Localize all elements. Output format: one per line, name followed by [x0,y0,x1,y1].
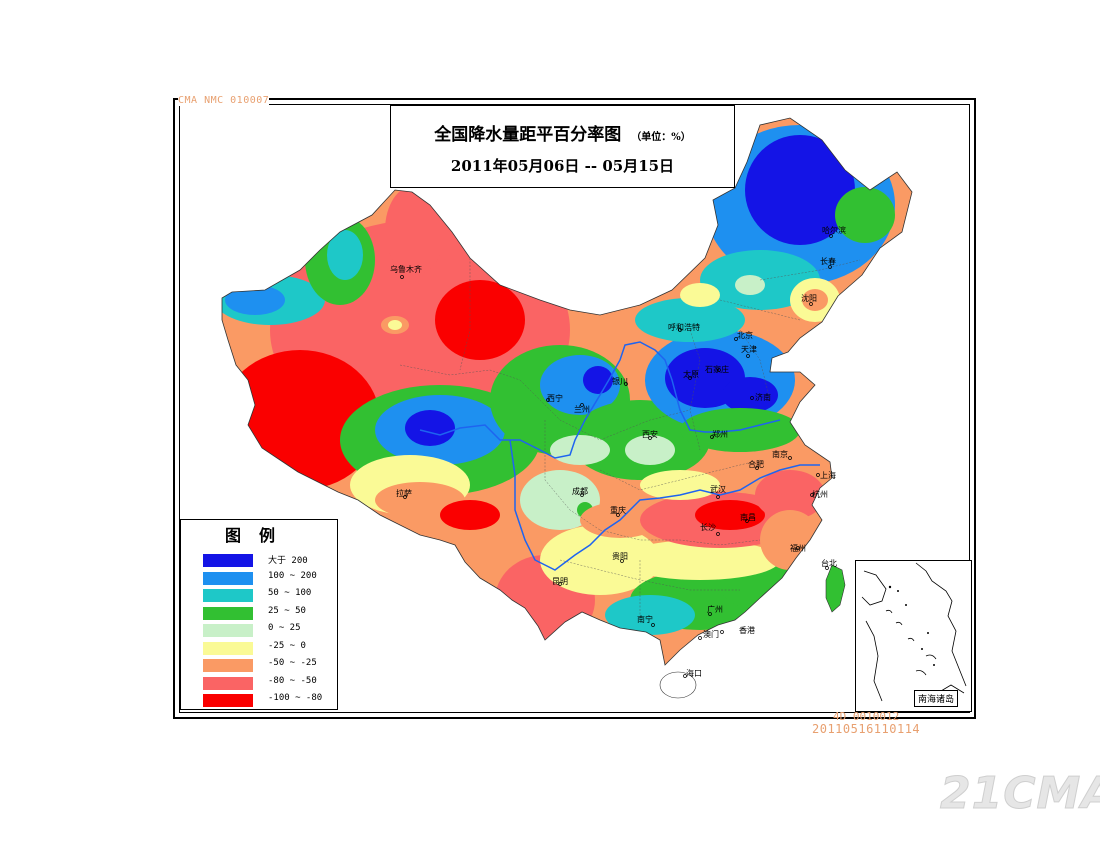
legend-label: 25 ~ 50 [268,605,306,616]
city-changsha: 长沙 [700,522,716,532]
map-unit: （单位：%） [631,132,691,143]
legend-swatch [203,641,253,655]
stamp-bottom-timestamp: 20110516110114 [812,722,921,736]
south-china-sea-islands-label: 南海诸岛 [914,690,959,707]
legend: 图例 大于 200 100 ~ 200 50 ~ 100 25 ~ 50 0 ~ 25 -… [180,519,338,710]
city-xining: 西宁 [547,393,563,403]
city-fuzhou: 福州 [790,544,806,553]
legend-swatch [203,606,253,620]
city-kunming: 昆明 [552,577,568,586]
city-guiyang: 贵阳 [612,551,628,561]
legend-label: 50 ~ 100 [268,588,312,598]
legend-swatch [203,676,253,690]
legend-label: -50 ~ -25 [268,658,317,668]
city-shenyang: 沈阳 [801,293,817,303]
city-beijing: 北京 [737,330,753,340]
map-date-range: 2011年05月06日 -- 05月15日 [450,157,675,175]
legend-swatch [203,571,253,585]
south-china-sea-inset-map [861,562,967,702]
city-tianjin: 天津 [741,344,757,354]
city-changchun: 长春 [820,256,836,266]
legend-swatch [203,624,253,637]
map-title-line: 全国降水量距平百分率图 （单位：%） [391,120,734,145]
map-title: 全国降水量距平百分率图 [434,125,622,145]
city-haikou: 海口 [686,668,702,678]
south-china-sea-inset: 南海诸岛 [855,560,972,712]
city-markers [400,234,833,678]
legend-label: 大于 200 [268,556,308,566]
city-jinan: 济南 [755,392,771,402]
city-lanzhou: 兰州 [574,404,590,414]
city-haerbin: 哈尔滨 [822,225,846,235]
stamp-bottom-code: 4D 0010012 [833,710,900,723]
watermark-logo: 21CMA [939,768,1100,820]
legend-label: 0 ~ 25 [268,623,301,633]
city-wulumuqi: 乌鲁木齐 [390,264,422,274]
city-huhehaote: 呼和浩特 [668,322,700,332]
city-wuhan: 武汉 [710,484,726,494]
city-chongqing: 重庆 [610,505,626,515]
city-xian: 西安 [642,429,658,439]
legend-swatch [203,694,253,707]
legend-label: -80 ~ -50 [268,675,317,686]
legend-swatch [203,589,253,602]
map-inner-border [179,104,970,713]
legend-label: 100 ~ 200 [268,570,317,581]
city-yinchuan: 银川 [612,376,628,386]
city-chengdu: 成都 [572,486,588,496]
city-nanning: 南宁 [637,614,653,624]
legend-swatch [203,659,253,672]
city-taiyuan: 太原 [683,369,699,379]
city-aomen: 澳门 [703,629,719,639]
city-nanjing: 南京 [772,449,788,459]
city-hangzhou: 杭州 [812,489,828,499]
city-nanchang: 南昌 [740,512,756,522]
legend-swatch [203,554,253,567]
map-title-box: 全国降水量距平百分率图 （单位：%） 2011年05月06日 -- 05月15日 [390,105,735,188]
legend-label: -100 ~ -80 [268,693,323,703]
city-xianggang: 香港 [739,625,755,635]
city-shijiazhuang: 石家庄 [705,364,729,374]
legend-label: -25 ~ 0 [268,640,306,651]
city-hefei: 合肥 [748,459,764,469]
city-zhengzhou: 郑州 [712,429,728,439]
stamp-top-code: CMA NMC 010007 [178,95,270,106]
legend-title: 图例 [224,526,293,545]
city-lasa: 拉萨 [396,488,412,498]
city-guangzhou: 广州 [707,604,723,614]
city-taibei: 台北 [821,558,837,568]
city-shanghai: 上海 [820,470,836,480]
